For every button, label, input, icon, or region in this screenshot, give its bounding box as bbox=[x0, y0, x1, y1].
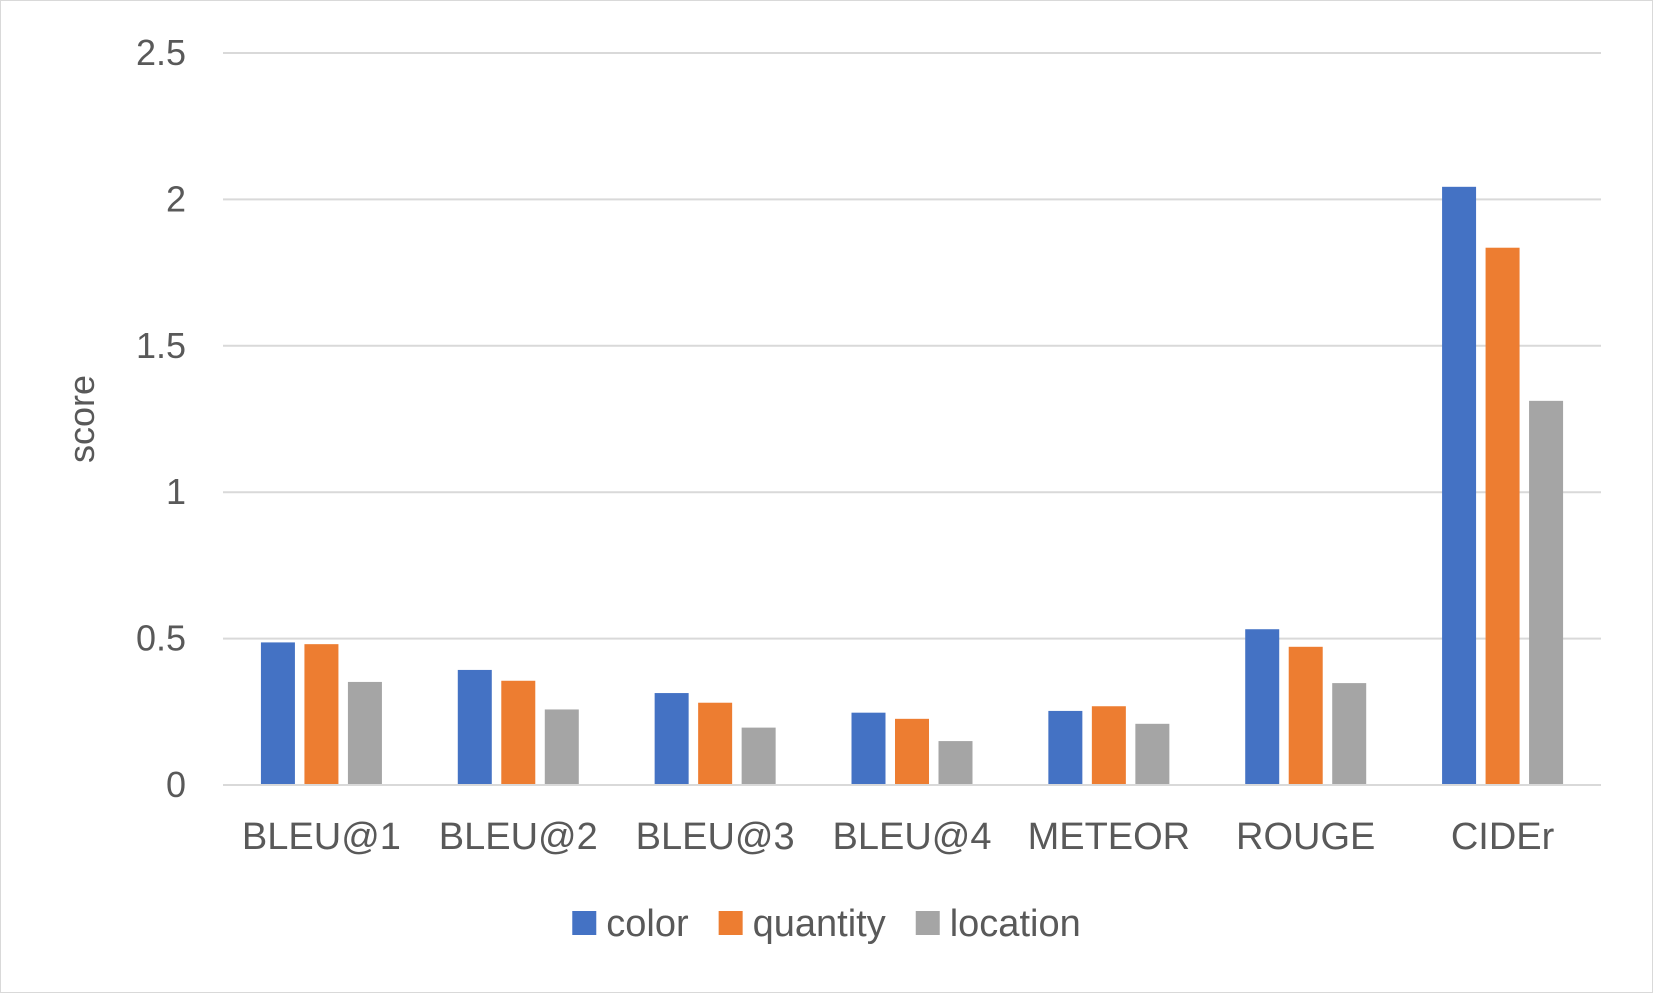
bar-location-meteor bbox=[1135, 723, 1170, 785]
bar-color-bleu1 bbox=[260, 642, 295, 785]
x-category-label: BLEU@4 bbox=[833, 816, 992, 858]
x-category-label: BLEU@3 bbox=[636, 816, 795, 858]
bar-quantity-bleu1 bbox=[304, 644, 339, 785]
bar-location-bleu3 bbox=[741, 727, 776, 785]
bar-quantity-rouge bbox=[1288, 646, 1323, 785]
bar-location-bleu4 bbox=[938, 741, 973, 785]
bar-quantity-bleu3 bbox=[698, 702, 733, 785]
x-category-label: METEOR bbox=[1028, 816, 1191, 858]
x-category-label: ROUGE bbox=[1236, 816, 1375, 858]
legend: color quantity location bbox=[572, 903, 1081, 945]
legend-label-location: location bbox=[950, 903, 1081, 945]
gridlines bbox=[223, 52, 1601, 640]
bar-quantity-cider bbox=[1485, 247, 1520, 785]
bar-color-rouge bbox=[1245, 629, 1280, 785]
legend-swatch-color bbox=[572, 911, 597, 935]
bar-location-bleu2 bbox=[544, 709, 579, 785]
bar-quantity-bleu4 bbox=[895, 718, 929, 785]
bars bbox=[260, 186, 1564, 786]
legend-label-quantity: quantity bbox=[753, 903, 886, 945]
x-category-label: BLEU@1 bbox=[242, 816, 401, 858]
bar-location-rouge bbox=[1332, 683, 1367, 785]
y-axis-ticks: 0 0.5 1 1.5 2 2.5 bbox=[136, 32, 186, 805]
bar-color-cider bbox=[1442, 186, 1477, 786]
bar-location-bleu1 bbox=[347, 681, 382, 785]
bar-color-bleu2 bbox=[457, 669, 492, 785]
x-axis-categories: BLEU@1 BLEU@2 BLEU@3 BLEU@4 METEOR ROUGE CIDEr bbox=[242, 816, 1555, 858]
y-tick-label: 2.5 bbox=[136, 32, 186, 73]
legend-label-color: color bbox=[606, 903, 689, 945]
y-axis-title: score bbox=[61, 375, 102, 463]
x-category-label: CIDEr bbox=[1451, 816, 1555, 858]
bar-color-bleu3 bbox=[654, 693, 689, 785]
y-tick-label: 1.5 bbox=[136, 325, 186, 366]
y-tick-label: 0 bbox=[166, 764, 186, 805]
bar-quantity-bleu2 bbox=[501, 680, 536, 785]
legend-swatch-location bbox=[915, 911, 940, 935]
bar-color-meteor bbox=[1048, 710, 1083, 785]
bar-quantity-meteor bbox=[1091, 706, 1126, 785]
y-tick-label: 1 bbox=[166, 471, 186, 512]
y-tick-label: 0.5 bbox=[136, 618, 186, 659]
bar-color-bleu4 bbox=[851, 712, 886, 785]
legend-swatch-quantity bbox=[718, 911, 743, 935]
y-tick-label: 2 bbox=[166, 178, 186, 219]
x-category-label: BLEU@2 bbox=[439, 816, 598, 858]
bar-location-cider bbox=[1529, 400, 1564, 785]
